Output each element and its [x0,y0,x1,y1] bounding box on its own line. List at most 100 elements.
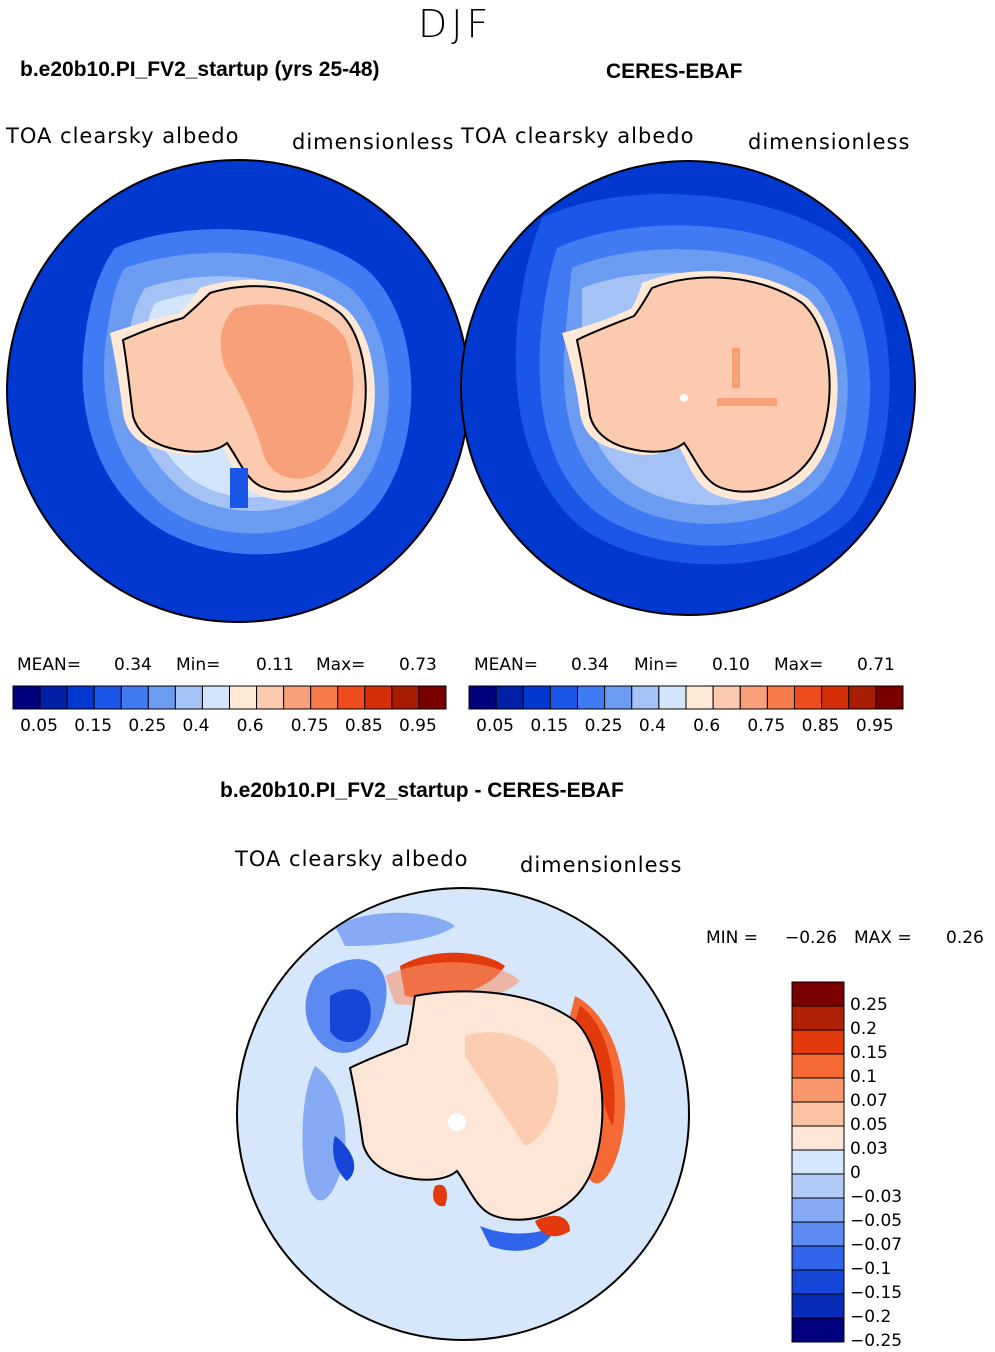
panel2-max-label: Max= [774,655,824,675]
colorbar-swatch [791,1317,845,1343]
season-label: DJF [418,2,493,46]
panel1-units: dimensionless [292,130,455,154]
colorbar-tick-label: 0.1 [850,1067,878,1087]
colorbar-swatch [658,685,687,710]
panel2-mean-value: 0.34 [571,655,609,675]
colorbar-swatch [174,685,203,710]
colorbar-swatch [12,685,41,710]
colorbar-swatch [685,685,714,710]
colorbar-swatch [577,685,606,710]
panel1-title: b.e20b10.PI_FV2_startup (yrs 25-48) [20,58,380,81]
colorbar-tick-label: 0.85 [801,716,840,736]
colorbar-tick-label: 0.05 [850,1115,888,1135]
panel2-units: dimensionless [748,130,911,154]
colorbar-swatch [310,685,339,710]
colorbar-swatch [791,1101,845,1127]
colorbar-tick-label: −0.15 [850,1283,903,1303]
diff-min-value: −0.26 [785,928,838,948]
colorbar-swatch [364,685,393,710]
diff-units: dimensionless [520,853,683,877]
colorbar-swatch [791,981,845,1007]
colorbar-tick-label: 0.75 [290,716,329,736]
colorbar-swatch [418,685,447,710]
colorbar-swatch [549,685,578,710]
panel2-mean-label: MEAN= [474,655,538,675]
diff-min-label: MIN = [706,928,759,948]
panel2-title: CERES-EBAF [606,60,743,83]
colorbar-swatch [766,685,795,710]
diff-max-label: MAX = [854,928,912,948]
colorbar-tick-label: 0.95 [855,716,894,736]
colorbar-tick-label: 0.75 [747,716,786,736]
colorbar-tick-label: 0.05 [20,716,58,736]
colorbar-tick-label: 0.2 [850,1019,878,1039]
colorbar-tick-label: 0.03 [850,1139,888,1159]
colorbar-tick-label: 0.95 [398,716,437,736]
colorbar-swatch [468,685,497,710]
map-model-albedo [6,159,470,623]
colorbar-tick-label: 0.6 [236,716,264,736]
colorbar-swatch [120,685,149,710]
colorbar-tick-label: 0.4 [182,716,210,736]
colorbar-tick-label: 0.4 [638,716,666,736]
colorbar-swatch [791,1197,845,1223]
colorbar-swatch [821,685,850,710]
panel2-min-value: 0.10 [712,655,750,675]
colorbar-swatch [791,1149,845,1175]
colorbar-swatch [875,685,904,710]
colorbar-swatch [791,1005,845,1031]
colorbar-tick-label: −0.03 [850,1187,903,1207]
colorbar-tick-label: 0.25 [584,716,623,736]
diff-max-value: 0.26 [946,928,984,948]
colorbar-swatch [337,685,366,710]
colorbar-difference [791,981,845,1343]
colorbar-tick-label: 0.25 [128,716,167,736]
map-ceres-albedo [460,160,916,616]
colorbar-tick-label: −0.2 [850,1307,892,1327]
colorbar-swatch [739,685,768,710]
colorbar-tick-label: 0.15 [74,716,113,736]
colorbar-swatch [791,1173,845,1199]
diff-variable: TOA clearsky albedo [235,847,469,871]
colorbar-swatch [791,1053,845,1079]
panel1-max-value: 0.73 [399,655,437,675]
colorbar-tick-label: −0.07 [850,1235,903,1255]
map-difference-albedo [236,887,690,1341]
colorbar-swatch [791,1269,845,1295]
colorbar-ceres [468,685,904,710]
colorbar-swatch [791,1029,845,1055]
colorbar-swatch [93,685,122,710]
colorbar-swatch [495,685,524,710]
colorbar-swatch [791,1245,845,1271]
colorbar-tick-label: 0.05 [476,716,514,736]
colorbar-tick-label: 0.15 [530,716,569,736]
colorbar-tick-label: 0 [850,1163,861,1183]
colorbar-swatch [201,685,230,710]
colorbar-swatch [631,685,660,710]
panel2-min-label: Min= [634,655,679,675]
panel1-variable: TOA clearsky albedo [6,124,240,148]
panel1-min-label: Min= [176,655,221,675]
colorbar-swatch [848,685,877,710]
panel2-max-value: 0.71 [857,655,895,675]
colorbar-model [12,685,447,710]
colorbar-tick-label: −0.25 [850,1331,903,1351]
colorbar-swatch [283,685,312,710]
colorbar-swatch [794,685,823,710]
panel1-min-value: 0.11 [256,655,294,675]
panel1-mean-value: 0.34 [114,655,152,675]
colorbar-swatch [229,685,258,710]
colorbar-swatch [522,685,551,710]
colorbar-tick-label: −0.1 [850,1259,892,1279]
colorbar-tick-label: 0.6 [693,716,721,736]
colorbar-swatch [391,685,420,710]
colorbar-tick-label: 0.07 [850,1091,888,1111]
colorbar-tick-label: 0.85 [344,716,383,736]
panel1-max-label: Max= [316,655,366,675]
panel1-mean-label: MEAN= [17,655,81,675]
colorbar-tick-label: 0.25 [850,995,888,1015]
colorbar-swatch [791,1221,845,1247]
colorbar-swatch [791,1293,845,1319]
panel2-variable: TOA clearsky albedo [461,124,695,148]
colorbar-swatch [147,685,176,710]
